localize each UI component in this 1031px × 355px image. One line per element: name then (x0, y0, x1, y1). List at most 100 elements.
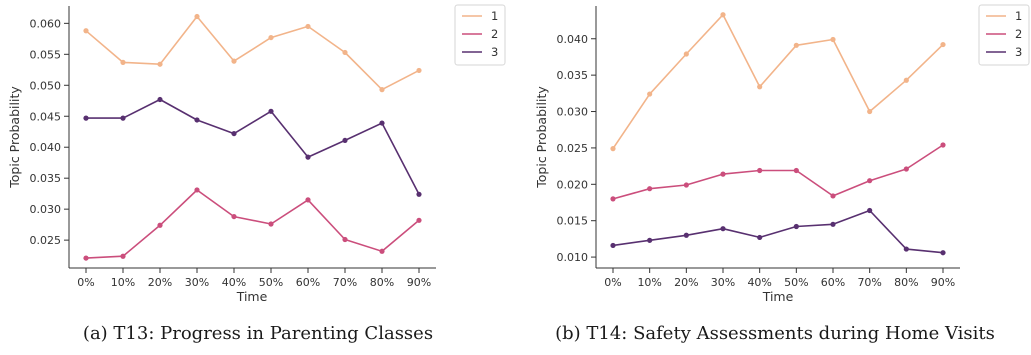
series-2-point (867, 178, 873, 184)
series-1-point (157, 61, 163, 67)
y-tick-label: 0.015 (557, 215, 589, 228)
series-2-point (647, 186, 653, 192)
series-1-point (342, 49, 348, 56)
x-tick-label: 80% (370, 276, 394, 289)
series-3-point (379, 120, 385, 126)
series-1-point (720, 12, 726, 18)
series-1-point (305, 23, 311, 30)
series-3-point (342, 137, 348, 144)
series-3-point (305, 154, 311, 160)
x-tick-label: 80% (894, 276, 918, 289)
series-1-point (194, 13, 200, 20)
series-2-point (757, 167, 763, 174)
series-3-point (416, 191, 422, 197)
y-tick-label: 0.020 (557, 178, 589, 191)
y-tick-label: 0.045 (30, 110, 62, 123)
y-tick-label: 0.035 (30, 172, 62, 185)
series-1-point (610, 146, 616, 152)
series-2-point (793, 167, 799, 174)
y-tick-label: 0.040 (30, 141, 62, 154)
x-tick-label: 10% (111, 276, 135, 289)
series-2-point (83, 255, 89, 261)
series-1-point (647, 91, 653, 97)
x-tick-label: 20% (674, 276, 698, 289)
y-tick-label: 0.040 (557, 33, 589, 46)
legend-box (978, 4, 1030, 66)
series-3-point (157, 96, 163, 103)
legend-label: 1 (491, 9, 498, 23)
chart-caption: (a) T13: Progress in Parenting Classes (83, 323, 433, 344)
series-1-line (85, 15, 420, 91)
y-tick-label: 0.055 (30, 48, 62, 61)
series-1-line (612, 13, 944, 150)
series-2-point (231, 213, 237, 220)
series-3-point (830, 221, 836, 227)
series-1-point (231, 58, 237, 64)
series-2-point (157, 222, 163, 228)
x-tick-label: 70% (333, 276, 357, 289)
series-2-point (610, 196, 616, 202)
series-1-point (940, 41, 946, 48)
x-tick-label: 20% (148, 276, 172, 289)
legend-label: 3 (491, 45, 498, 59)
series-3-point (867, 207, 873, 214)
series-1-point (268, 34, 274, 41)
y-tick-label: 0.025 (30, 234, 62, 247)
series-3-point (268, 108, 274, 114)
series-3-line (86, 98, 420, 195)
series-3-point (793, 223, 799, 230)
x-tick-label: 30% (185, 276, 209, 289)
x-tick-label: 50% (259, 276, 283, 289)
series-1-point (867, 108, 873, 115)
x-tick-label: 40% (222, 276, 246, 289)
x-tick-label: 30% (711, 276, 735, 289)
legend-box (454, 4, 506, 66)
legend-label: 1 (1015, 9, 1022, 23)
series-3-point (231, 130, 237, 137)
chart-panel-b: 0.010 0.015 0.020 0.025 0.030 0.035 0.040 0% 10%… (534, 4, 1030, 344)
y-axis-label: Topic Probability (7, 86, 22, 189)
series-1-point (793, 42, 799, 48)
series-2-point (342, 236, 348, 243)
chart-panel-a: 0.025 0.030 0.035 0.040 0.045 0.050 0.055 0.060… (7, 4, 506, 344)
series-3-point (940, 250, 946, 256)
series-1-point (830, 36, 836, 43)
series-1-point (757, 84, 763, 90)
series-3-point (83, 115, 89, 121)
series-2-point (268, 221, 274, 227)
chart-caption: (b) T14: Safety Assessments during Home … (555, 323, 995, 344)
series-1-point (83, 28, 89, 34)
x-tick-label: 0% (604, 276, 621, 289)
series-2-point (683, 182, 689, 188)
x-tick-label: 0% (77, 276, 94, 289)
y-tick-label: 0.010 (557, 251, 589, 264)
x-axis-label: Time (236, 289, 268, 304)
x-tick-label: 70% (857, 276, 881, 289)
x-tick-label: 60% (821, 276, 845, 289)
y-tick-label: 0.060 (30, 17, 62, 30)
x-tick-label: 50% (784, 276, 808, 289)
y-tick-label: 0.030 (30, 203, 62, 216)
x-tick-label: 10% (637, 276, 661, 289)
series-2-point (903, 166, 909, 172)
series-3-line (612, 209, 944, 254)
series-2-point (120, 253, 126, 259)
series-2-point (305, 197, 311, 203)
y-tick-label: 0.035 (557, 69, 589, 82)
series-3-point (683, 232, 689, 238)
y-axis-label: Topic Probability (534, 86, 549, 189)
y-tick-label: 0.025 (557, 142, 589, 155)
series-3-point (903, 246, 909, 252)
series-2-point (379, 248, 385, 254)
series-3-point (757, 234, 763, 241)
x-tick-label: 90% (931, 276, 955, 289)
x-tick-label: 40% (747, 276, 771, 289)
x-tick-label: 60% (296, 276, 320, 289)
series-1-point (379, 87, 385, 93)
series-3-point (720, 226, 726, 232)
series-2-point (416, 217, 422, 223)
y-tick-label: 0.030 (557, 106, 589, 119)
series-2-point (720, 171, 726, 177)
series-3-point (610, 242, 616, 249)
